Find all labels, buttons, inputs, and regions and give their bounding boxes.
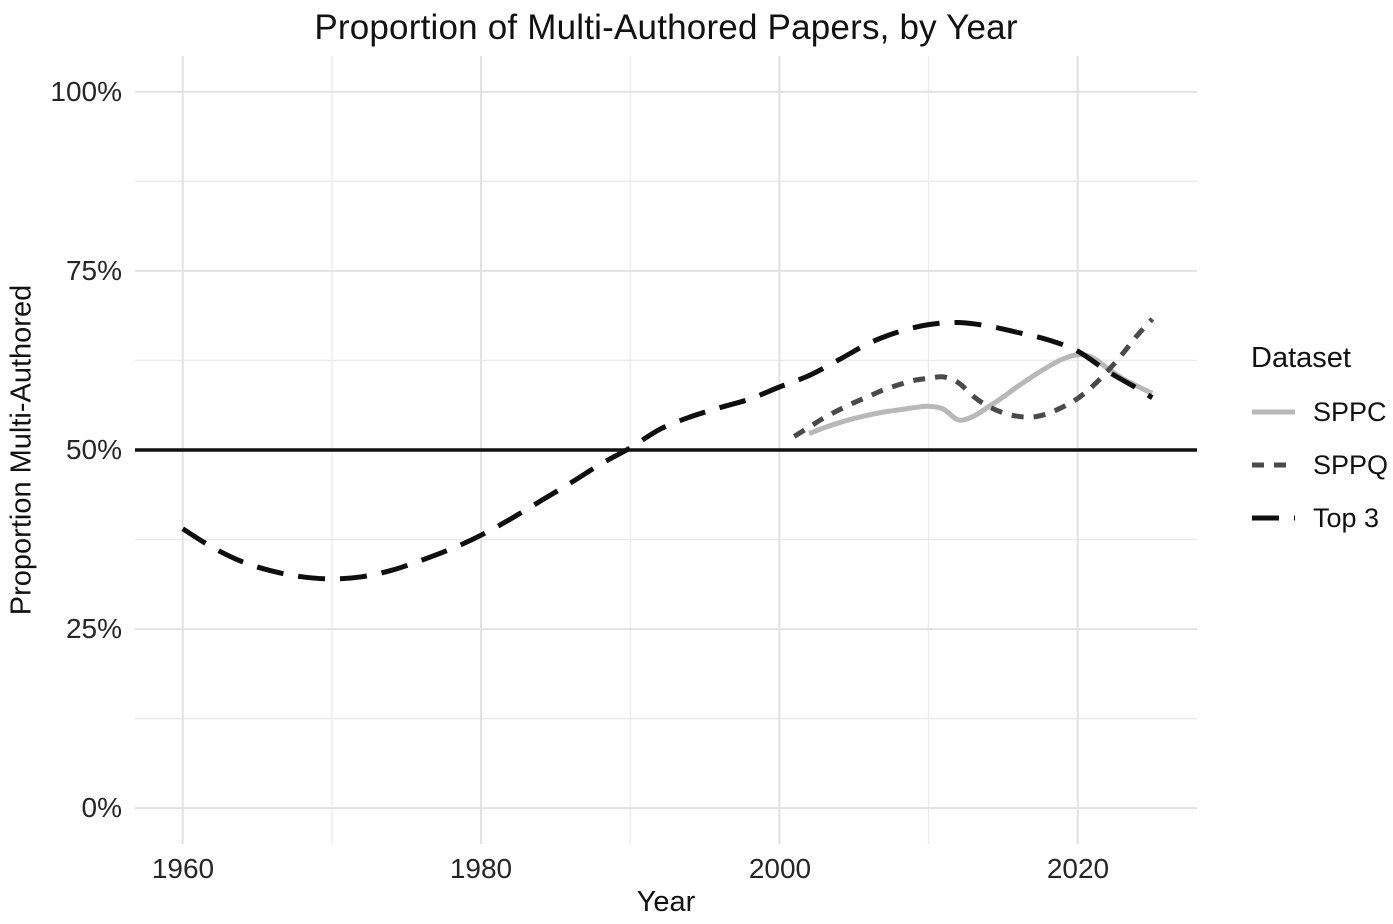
y-tick-label-75: 75% xyxy=(65,255,122,286)
plot-title: Proportion of Multi-Authored Papers, by … xyxy=(314,8,1018,47)
legend-item-sppq: SPPQ xyxy=(1251,447,1393,483)
legend-key-sppq-line xyxy=(1252,462,1295,468)
y-tick-label-0: 0% xyxy=(81,792,122,823)
legend-label-sppq: SPPQ xyxy=(1313,449,1389,480)
y-tick-label-25: 25% xyxy=(65,613,122,644)
x-tick-label-1960: 1960 xyxy=(151,853,215,884)
x-tick-label-1980: 1980 xyxy=(449,853,513,884)
series-line-sppc xyxy=(808,352,1154,436)
legend-key-sppc-line xyxy=(1252,409,1295,415)
legend-item-sppc: SPPC xyxy=(1251,394,1393,430)
x-tick-label-2020: 2020 xyxy=(1046,853,1110,884)
series-line-sppq xyxy=(792,317,1155,439)
legend-key-top3-line xyxy=(1252,515,1295,521)
legend-label-sppc: SPPC xyxy=(1313,396,1387,427)
x-tick-label-2000: 2000 xyxy=(748,853,812,884)
legend-title: Dataset xyxy=(1251,342,1351,374)
plot-panel xyxy=(135,56,1197,844)
y-tick-label-50: 50% xyxy=(65,434,122,465)
legend-item-top3: Top 3 xyxy=(1251,500,1393,536)
x-axis-title: Year xyxy=(636,886,696,918)
legend: Dataset SPPC SPPQ Top 3 xyxy=(1251,340,1393,553)
y-tick-label-100: 100% xyxy=(50,76,122,107)
series-line-top3 xyxy=(181,319,1154,582)
legend-label-top3: Top 3 xyxy=(1313,502,1380,533)
